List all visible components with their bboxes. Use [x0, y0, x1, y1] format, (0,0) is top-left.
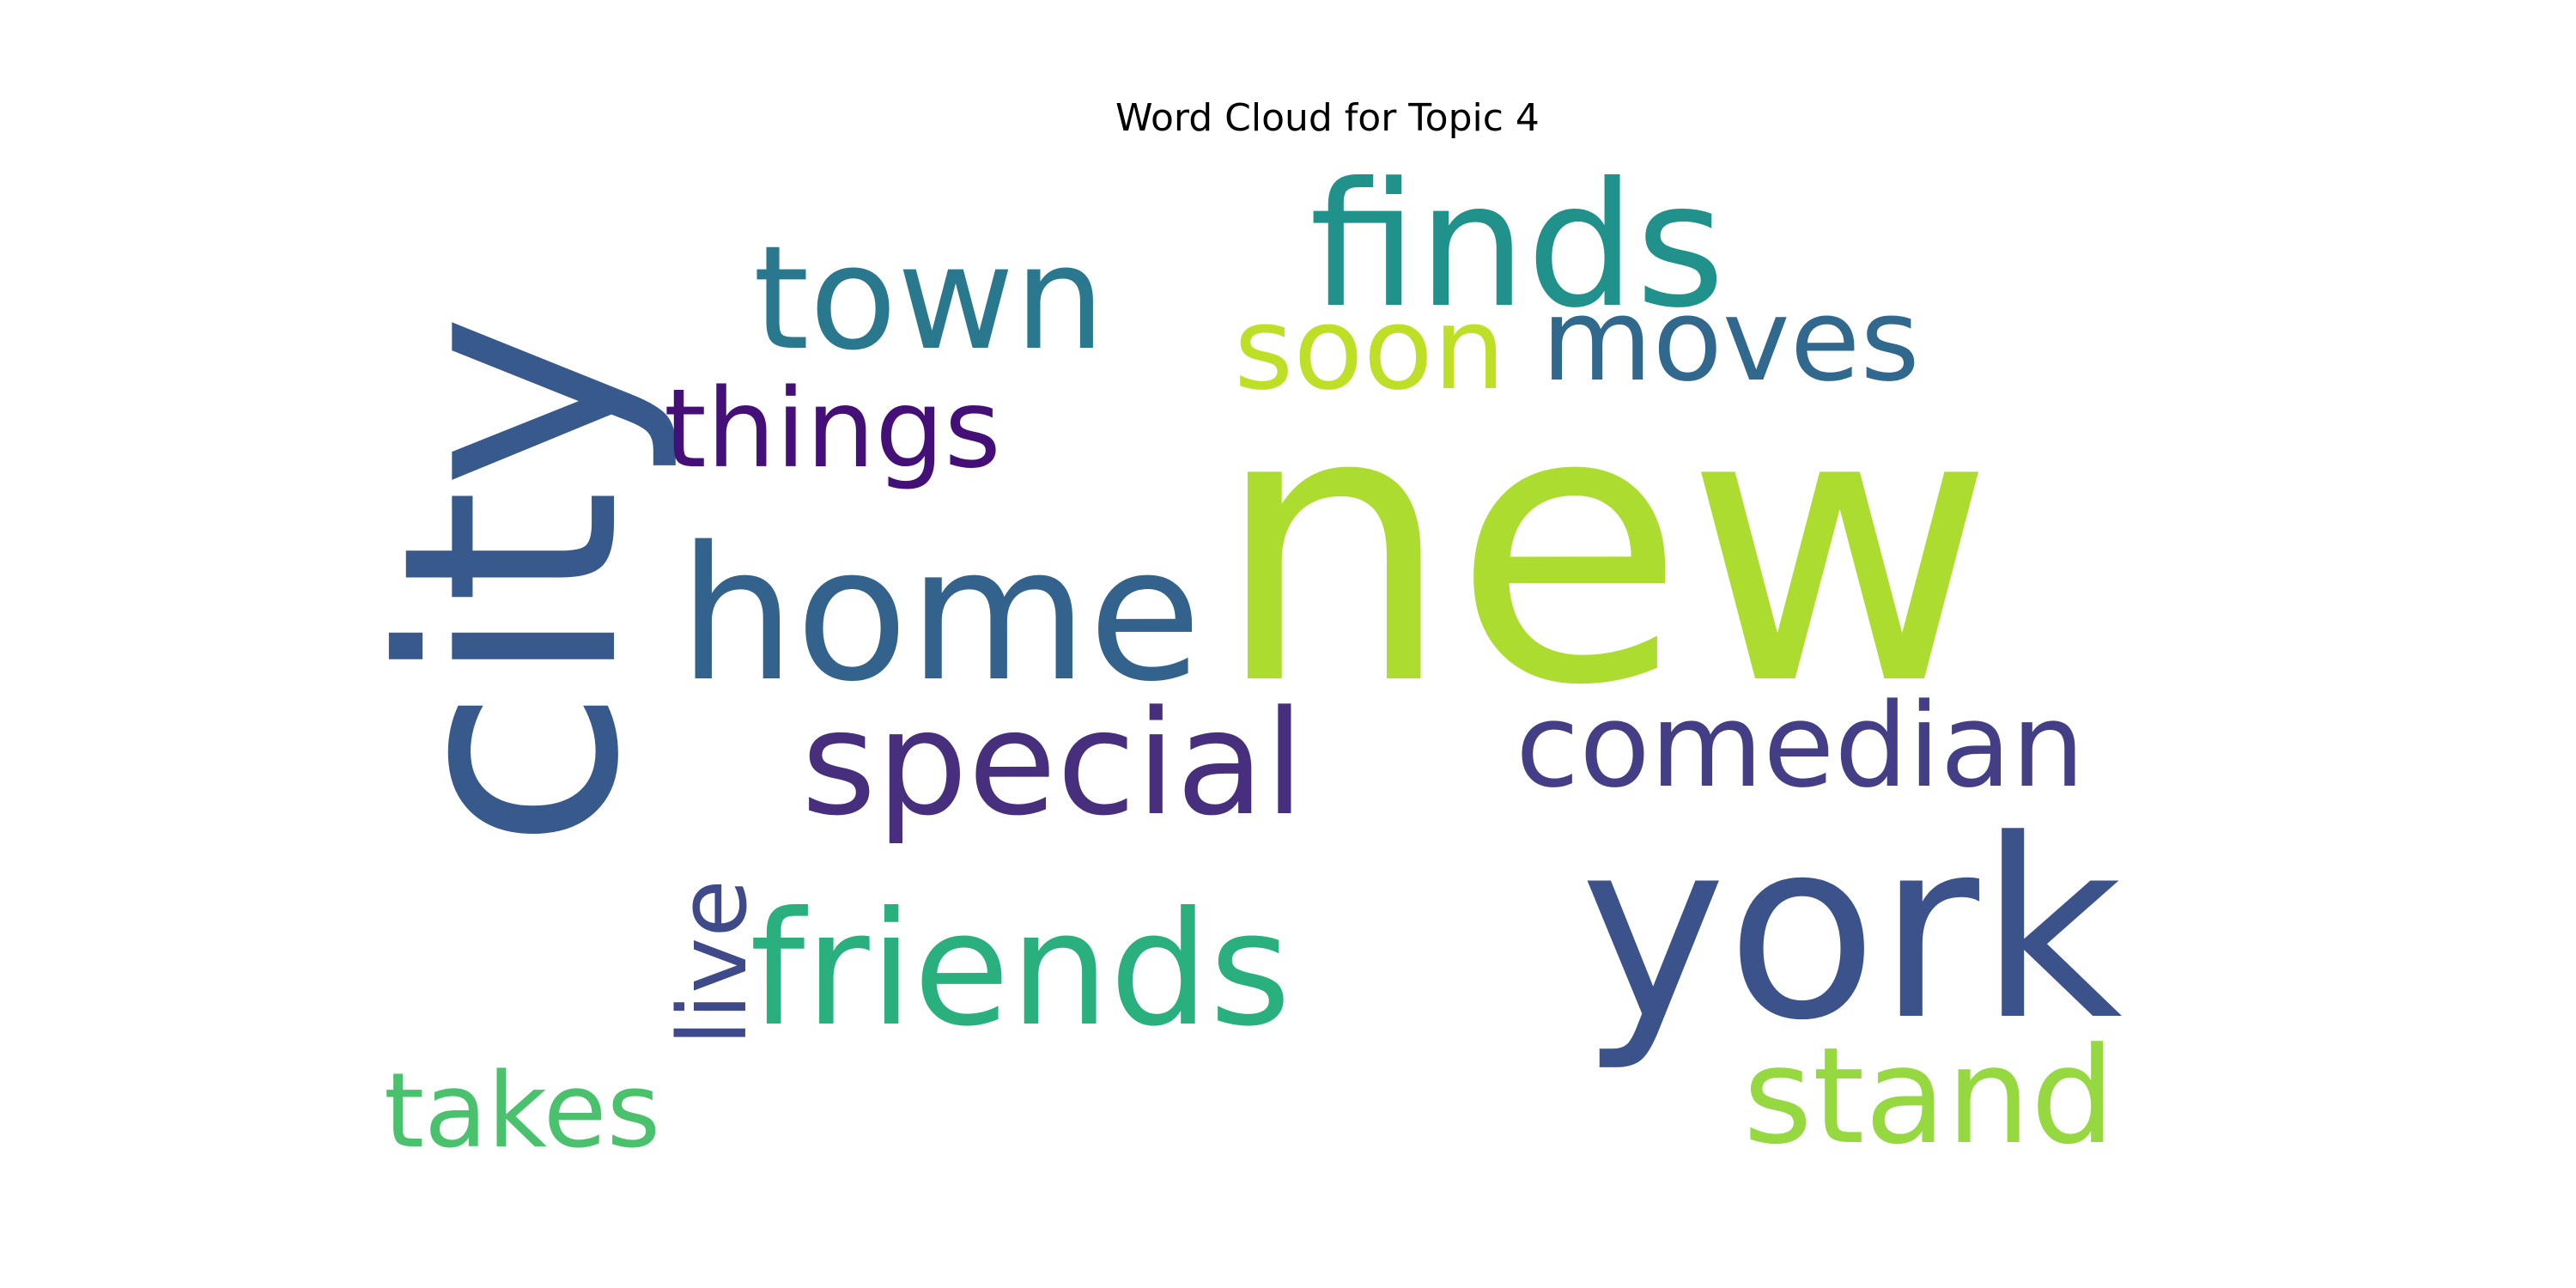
- word-friends: friends: [750, 878, 1291, 1061]
- word-comedian: comedian: [1516, 678, 2085, 813]
- word-cloud-words: new city york home finds friends town special st…: [340, 146, 2123, 1174]
- word-home: home: [678, 507, 1202, 722]
- word-city: city: [340, 313, 684, 850]
- word-things: things: [664, 365, 1001, 492]
- word-york: york: [1580, 787, 2123, 1074]
- word-stand: stand: [1743, 1018, 2115, 1174]
- chart-title: Word Cloud for Topic 4: [1115, 96, 1540, 140]
- word-live: live: [658, 879, 768, 1046]
- word-new: new: [1213, 328, 1994, 768]
- word-moves: moves: [1541, 275, 1920, 407]
- word-soon: soon: [1234, 283, 1505, 416]
- word-town: town: [753, 216, 1105, 382]
- word-special: special: [801, 679, 1304, 848]
- word-finds: finds: [1309, 146, 1725, 346]
- word-takes: takes: [384, 1052, 660, 1171]
